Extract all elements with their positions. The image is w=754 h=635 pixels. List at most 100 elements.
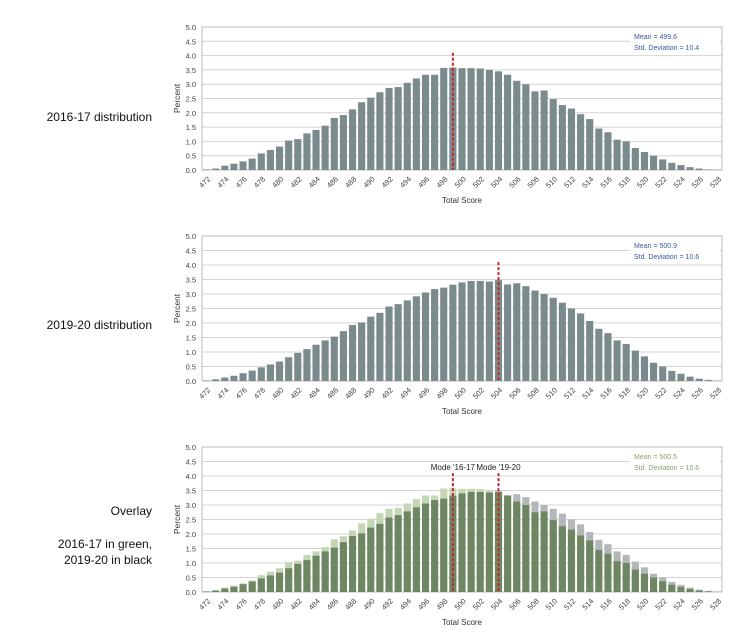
bar-519: [631, 147, 639, 170]
bar-479: [266, 364, 274, 381]
mode-label: Mode '16-17: [431, 463, 476, 472]
bar-overlap-490: [367, 527, 375, 592]
bar-472: [203, 380, 211, 381]
x-tick-label: 522: [653, 597, 668, 612]
x-tick-label: 518: [617, 175, 632, 190]
bar-overlap-492: [385, 517, 393, 592]
y-tick-label: 0.0: [186, 166, 196, 175]
bar-488: [348, 325, 357, 381]
x-tick-label: 492: [380, 597, 395, 612]
bar-483: [303, 133, 311, 170]
bar-483: [303, 349, 311, 381]
bar-487: [339, 115, 347, 170]
bar-overlap-513: [577, 535, 585, 592]
bar-overlap-522: [659, 581, 667, 592]
x-tick-label: 514: [580, 175, 595, 190]
bar-477: [248, 370, 256, 381]
x-tick-label: 480: [270, 386, 285, 401]
bar-505: [504, 284, 512, 381]
bar-516: [604, 132, 612, 170]
bar-overlap-493: [394, 515, 402, 592]
x-tick-label: 486: [325, 386, 340, 401]
x-tick-label: 508: [526, 175, 541, 190]
bar-507: [522, 286, 530, 381]
x-tick-label: 528: [708, 175, 723, 190]
bar-472: [203, 169, 211, 170]
bar-492: [385, 306, 393, 381]
bar-500: [458, 68, 466, 170]
x-tick-label: 478: [252, 597, 267, 612]
bar-527: [704, 379, 712, 381]
x-tick-label: 476: [234, 175, 249, 190]
bar-518: [622, 343, 630, 381]
y-tick-label: 1.0: [186, 348, 196, 357]
y-tick-label: 5.0: [186, 232, 196, 241]
bar-overlap-503: [485, 492, 493, 592]
stats-box: [630, 238, 720, 262]
x-tick-label: 508: [526, 597, 541, 612]
bar-overlap-474: [221, 588, 229, 592]
bar-overlap-500: [458, 493, 466, 592]
x-axis-title: Total Score: [442, 196, 483, 205]
bar-524: [677, 373, 685, 381]
y-tick-label: 4.5: [186, 247, 196, 256]
x-tick-label: 524: [672, 386, 687, 401]
stats-text: Mean = 500.9: [634, 243, 677, 250]
bar-480: [275, 146, 284, 170]
x-tick-label: 480: [270, 175, 285, 190]
y-tick-label: 3.0: [186, 290, 196, 299]
y-tick-label: 0.5: [186, 152, 196, 161]
bar-494: [403, 82, 411, 170]
bar-overlap-519: [631, 569, 639, 592]
x-tick-label: 488: [343, 386, 358, 401]
x-tick-label: 522: [653, 386, 668, 401]
bar-522: [659, 366, 667, 381]
x-tick-label: 516: [599, 597, 614, 612]
y-tick-label: 2.5: [186, 95, 196, 104]
bar-479: [266, 149, 274, 170]
x-tick-label: 494: [398, 386, 413, 401]
y-tick-label: 2.5: [186, 305, 196, 314]
x-tick-label: 494: [398, 597, 413, 612]
y-tick-label: 3.5: [186, 276, 196, 285]
x-tick-label: 502: [471, 597, 486, 612]
x-tick-label: 504: [489, 175, 504, 190]
x-tick-label: 510: [544, 175, 559, 190]
x-tick-label: 492: [380, 175, 395, 190]
bar-525: [686, 376, 694, 381]
x-tick-label: 496: [416, 175, 431, 190]
x-tick-label: 520: [635, 597, 650, 612]
y-tick-label: 3.0: [186, 80, 196, 89]
y-tick-label: 0.5: [186, 574, 196, 583]
bar-526: [695, 168, 703, 170]
bar-496: [421, 292, 430, 381]
x-tick-label: 504: [489, 386, 504, 401]
y-tick-label: 4.0: [186, 472, 196, 481]
bar-overlap-478: [257, 578, 265, 592]
x-tick-label: 526: [690, 386, 705, 401]
x-tick-label: 518: [617, 597, 632, 612]
x-tick-label: 488: [343, 597, 358, 612]
stats-text: Std. Deviation = 10.6: [634, 465, 699, 472]
bar-overlap-477: [248, 581, 256, 592]
x-tick-label: 512: [562, 386, 577, 401]
y-tick-label: 4.0: [186, 52, 196, 61]
bar-477: [248, 158, 256, 170]
bar-504: [494, 71, 503, 170]
x-axis-title: Total Score: [442, 407, 483, 416]
bar-509: [540, 90, 548, 170]
x-tick-label: 472: [197, 175, 212, 190]
bar-514: [586, 119, 594, 170]
bar-497: [431, 289, 439, 381]
x-tick-label: 484: [307, 597, 322, 612]
x-tick-label: 520: [635, 175, 650, 190]
bar-502: [476, 68, 484, 170]
bar-480: [275, 361, 284, 381]
bar-overlap-472: [203, 591, 211, 592]
x-tick-label: 514: [580, 597, 595, 612]
bar-512: [567, 308, 576, 381]
bar-478: [257, 153, 265, 170]
bar-515: [595, 128, 603, 170]
bar-500: [458, 282, 466, 381]
x-tick-label: 472: [197, 386, 212, 401]
